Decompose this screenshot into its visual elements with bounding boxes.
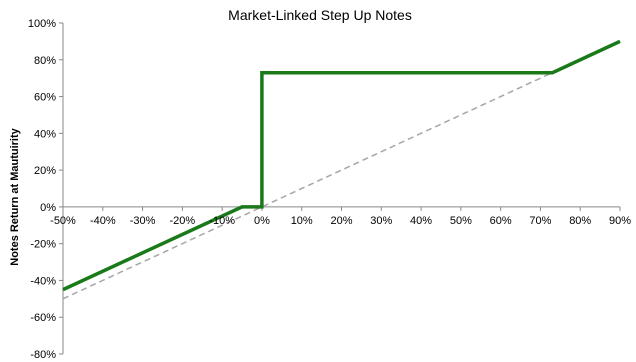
x-tick-label: 90%: [609, 215, 631, 227]
axes: [59, 22, 621, 355]
y-tick-label: 80%: [34, 55, 56, 67]
x-tick-label: 70%: [529, 215, 551, 227]
y-tick-label: -80%: [30, 349, 56, 361]
x-tick-label: 10%: [291, 215, 313, 227]
y-tick-label: 60%: [34, 92, 56, 104]
series-group: [62, 39, 621, 300]
x-tick-label: -20%: [170, 215, 196, 227]
x-tick-label: -30%: [130, 215, 156, 227]
x-tick-label: 50%: [450, 215, 472, 227]
x-tick-label: -50%: [50, 215, 76, 227]
y-tick-label: -40%: [30, 275, 56, 287]
y-tick-labels: -80% -60% -40% -20% 0% 20% 40% 60% 80% 100%: [28, 18, 56, 361]
x-tick-label: -40%: [90, 215, 116, 227]
y-tick-label: 40%: [34, 128, 56, 140]
dashed-series-line: [62, 40, 621, 300]
y-tick-label: -60%: [30, 312, 56, 324]
y-tick-label: -20%: [30, 239, 56, 251]
x-tick-label: -10%: [209, 215, 235, 227]
y-tick-label: 20%: [34, 165, 56, 177]
x-tick-label: 60%: [490, 215, 512, 227]
x-tick-label: 20%: [330, 215, 352, 227]
y-axis-label: Notes Return at Mautuirity: [9, 127, 21, 265]
x-tick-label: 40%: [410, 215, 432, 227]
y-tick-label: 100%: [28, 18, 56, 30]
x-tick-label: 80%: [569, 215, 591, 227]
solid-series-line: [62, 39, 621, 292]
x-tick-label: 0%: [254, 215, 270, 227]
chart-title: Market-Linked Step Up Notes: [228, 7, 412, 23]
x-tick-label: 30%: [370, 215, 392, 227]
x-tick-labels: -50% -40% -30% -20% -10% 0% 10% 20% 30% 40% 50% 60%…: [50, 215, 631, 227]
y-tick-label: 0%: [40, 202, 56, 214]
